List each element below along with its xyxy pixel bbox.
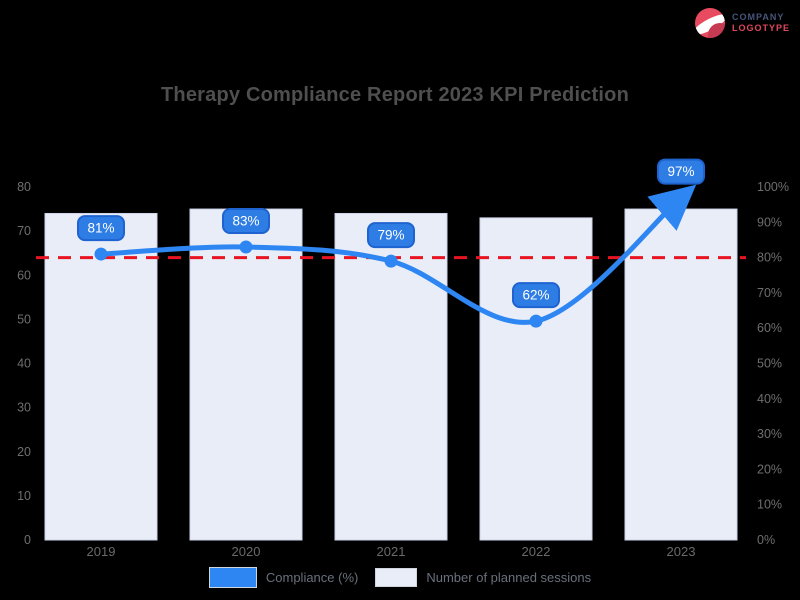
- bar-2023: [624, 208, 738, 541]
- data-label-text-2023: 97%: [667, 164, 694, 179]
- legend-label-compliance: Compliance (%): [265, 570, 359, 585]
- line-point-2021: [384, 254, 398, 268]
- legend: Compliance (%) Number of planned session…: [0, 567, 800, 588]
- data-label-bubble-2023: [657, 158, 705, 185]
- bar-2021: [334, 212, 448, 541]
- right-axis-tick: 80%: [757, 251, 782, 265]
- left-axis-tick: 20: [17, 445, 31, 459]
- x-axis-label-2022: 2022: [522, 544, 551, 559]
- left-axis-tick: 30: [17, 401, 31, 415]
- bar-2020: [189, 208, 303, 541]
- left-axis-tick: 70: [17, 224, 31, 238]
- left-axis-tick: 10: [17, 489, 31, 503]
- right-axis-tick: 100%: [757, 180, 789, 194]
- data-label-text-2019: 81%: [87, 221, 114, 236]
- data-label-bubble-2021: [367, 222, 415, 249]
- logo-icon: [694, 8, 725, 38]
- x-axis-label-2023: 2023: [667, 544, 696, 559]
- right-axis-tick: 0%: [757, 533, 775, 547]
- chart-title: Therapy Compliance Report 2023 KPI Predi…: [160, 84, 629, 106]
- right-axis-tick: 10%: [757, 498, 782, 512]
- data-label-bubble-2020: [222, 208, 270, 235]
- left-axis-tick: 0: [24, 533, 31, 547]
- legend-label-sessions: Number of planned sessions: [426, 570, 592, 585]
- right-axis-tick: 30%: [757, 427, 782, 441]
- data-label-text-2020: 83%: [232, 214, 259, 229]
- logo-text: COMPANY LOGOTYPE: [732, 12, 790, 35]
- right-axis-tick: 90%: [757, 215, 782, 229]
- logo-line1: COMPANY: [731, 11, 785, 22]
- right-axis-tick: 70%: [757, 286, 782, 300]
- line-point-2022: [529, 314, 543, 328]
- left-axis-tick: 40: [17, 357, 31, 371]
- bars-group: [44, 208, 738, 541]
- left-axis-tick: 60: [17, 268, 31, 282]
- line-point-2020: [239, 240, 253, 254]
- bar-2022: [479, 217, 593, 541]
- legend-swatch-sessions: [375, 568, 418, 587]
- bar-2019: [44, 212, 158, 541]
- x-axis-label-2020: 2020: [232, 544, 261, 559]
- logo: COMPANY LOGOTYPE: [694, 8, 790, 38]
- data-label-group: 81% 83% 79% 62% 97%: [77, 158, 705, 309]
- axes-group: 2019 2020 2021 2022 2023 80 70 60 50 40 30 20 10 0 100…: [17, 180, 789, 559]
- logo-line2: LOGOTYPE: [731, 23, 790, 33]
- x-axis-label-2019: 2019: [87, 544, 116, 559]
- data-label-bubble-2022: [512, 282, 560, 309]
- left-axis-tick: 50: [17, 312, 31, 326]
- left-axis-tick: 80: [17, 180, 31, 194]
- line-point-2019: [94, 247, 108, 261]
- data-label-text-2022: 62%: [522, 288, 549, 303]
- line-group: [94, 184, 697, 328]
- data-label-bubble-2019: [77, 215, 125, 242]
- data-label-text-2021: 79%: [377, 228, 404, 243]
- legend-swatch-compliance: [208, 567, 257, 588]
- x-axis-label-2021: 2021: [377, 544, 406, 559]
- right-axis-tick: 20%: [757, 462, 782, 476]
- right-axis-tick: 60%: [757, 321, 782, 335]
- right-axis-tick: 50%: [757, 357, 782, 371]
- right-axis-tick: 40%: [757, 392, 782, 406]
